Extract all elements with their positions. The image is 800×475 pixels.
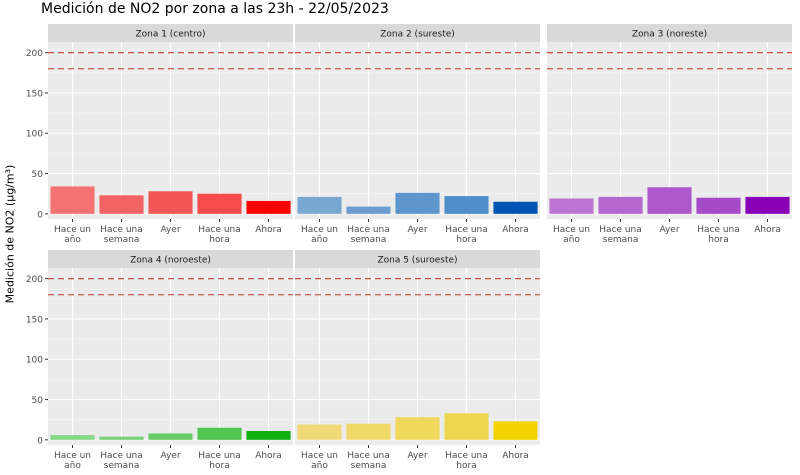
x-tick-label: Hace un año (301, 225, 338, 245)
facet-strip-label: Zona 2 (sureste) (380, 30, 455, 40)
x-tick-label: Ahora (255, 451, 282, 461)
facet-strip-label: Zona 1 (centro) (135, 30, 205, 40)
x-tick-label: Ahora (255, 225, 282, 235)
bar (346, 423, 391, 440)
x-tick-label: Ayer (407, 451, 427, 461)
bar (50, 435, 95, 440)
bar (99, 436, 144, 440)
bar (99, 195, 144, 214)
x-tick-label: Hace una hora (697, 225, 740, 245)
bar (444, 413, 489, 440)
bar (148, 191, 193, 214)
bar (696, 197, 741, 214)
x-tick-label: Ahora (754, 225, 781, 235)
x-tick-label: Hace un año (54, 451, 91, 471)
bar (246, 430, 291, 440)
bar (246, 200, 291, 214)
bar (647, 187, 692, 214)
facet-strip (547, 24, 792, 42)
bar (745, 196, 790, 214)
facet-strip-label: Zona 4 (noroeste) (130, 256, 211, 266)
bar (346, 206, 391, 214)
bar (50, 186, 95, 214)
y-tick-label: 50 (32, 396, 44, 406)
x-tick-label: Hace un año (301, 451, 338, 471)
facet-strip (48, 250, 293, 268)
x-tick-label: Hace una hora (445, 225, 488, 245)
bar (148, 433, 193, 440)
facet-strip (295, 24, 540, 42)
y-tick-label: 0 (37, 436, 43, 446)
x-tick-label: Hace una hora (198, 451, 241, 471)
bar (549, 198, 594, 214)
bar (297, 196, 342, 214)
x-tick-label: Hace una semana (347, 451, 390, 471)
x-tick-label: Hace una hora (198, 225, 241, 245)
bar (598, 196, 643, 214)
bar (297, 424, 342, 440)
x-tick-label: Ayer (407, 225, 427, 235)
y-tick-label: 0 (37, 210, 43, 220)
chart-title: Medición de NO2 por zona a las 23h - 22/… (41, 1, 389, 17)
x-tick-label: Hace una semana (347, 225, 390, 245)
x-tick-label: Hace una semana (100, 225, 143, 245)
x-tick-label: Ahora (502, 451, 529, 461)
y-tick-label: 150 (26, 315, 43, 325)
x-tick-label: Ayer (160, 225, 180, 235)
bar (395, 417, 440, 440)
y-tick-label: 100 (26, 356, 43, 366)
x-tick-label: Hace una semana (599, 225, 642, 245)
y-tick-label: 200 (26, 275, 43, 285)
bar (395, 192, 440, 214)
y-tick-label: 100 (26, 130, 43, 140)
x-tick-label: Hace un año (54, 225, 91, 245)
bar (444, 196, 489, 214)
x-tick-label: Ayer (659, 225, 679, 235)
x-tick-label: Ahora (502, 225, 529, 235)
facet-strip (48, 24, 293, 42)
bar (197, 193, 242, 214)
x-tick-label: Hace un año (553, 225, 590, 245)
x-tick-label: Hace una semana (100, 451, 143, 471)
bar (493, 201, 538, 214)
facet-strip (295, 250, 540, 268)
y-tick-label: 50 (32, 170, 44, 180)
y-tick-label: 150 (26, 89, 43, 99)
y-tick-label: 200 (26, 49, 43, 59)
bar (493, 421, 538, 440)
bar (197, 427, 242, 440)
facet-strip-label: Zona 5 (suroeste) (377, 256, 457, 266)
x-tick-label: Hace una hora (445, 451, 488, 471)
facet-strip-label: Zona 3 (noreste) (632, 30, 707, 40)
x-tick-label: Ayer (160, 451, 180, 461)
